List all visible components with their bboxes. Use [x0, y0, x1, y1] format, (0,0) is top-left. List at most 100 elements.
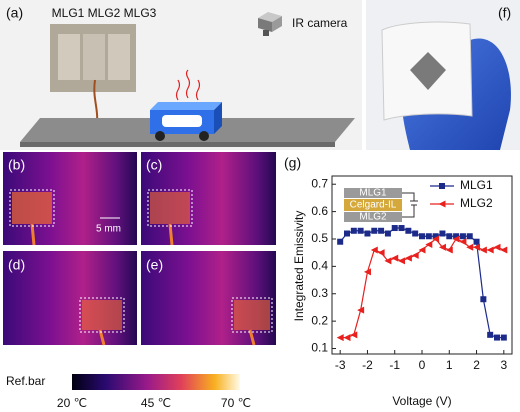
car-window [162, 115, 202, 127]
ir-hot [82, 300, 122, 330]
marker [378, 227, 385, 234]
x-tick-label: 2 [473, 358, 480, 372]
inset: MLG1 Celgard-IL MLG2 [344, 188, 418, 223]
marker [480, 296, 487, 303]
ir-hot [12, 192, 52, 224]
marker [391, 225, 398, 232]
marker [363, 268, 371, 276]
marker [405, 227, 412, 234]
legend-label: MLG2 [460, 196, 493, 210]
marker [384, 230, 391, 237]
ir-wire [30, 223, 36, 246]
sample-label: MLG2 [88, 6, 121, 20]
marker [425, 240, 433, 248]
series-line [340, 238, 505, 339]
camera [272, 16, 282, 32]
marker [404, 254, 412, 262]
film-mlg [410, 52, 446, 90]
marker [486, 246, 494, 254]
ir-image: (e) [141, 251, 276, 346]
camera [258, 12, 282, 22]
inset-label: MLG1 [359, 188, 387, 199]
ir-image: (c) [141, 152, 276, 246]
marker [412, 230, 419, 237]
track-edge [20, 142, 335, 147]
marker [370, 246, 378, 254]
panel-label: (c) [146, 157, 162, 173]
marker [446, 233, 453, 240]
dotted-box [231, 297, 273, 333]
marker [466, 233, 473, 240]
sample-label: MLG3 [124, 6, 157, 20]
marker [459, 238, 467, 246]
panel-label: (d) [8, 257, 25, 273]
sample-strip [108, 34, 130, 80]
marker [453, 233, 460, 240]
marker [445, 246, 453, 254]
marker [432, 235, 440, 243]
camera-label: IR camera [292, 16, 348, 30]
dotted-box [9, 189, 55, 227]
x-tick-label: 0 [419, 358, 426, 372]
marker [432, 233, 439, 240]
marker [357, 306, 365, 314]
marker [438, 200, 446, 208]
wheel [155, 131, 165, 141]
marker [350, 331, 358, 339]
marker [500, 246, 508, 254]
x-tick-label: -2 [362, 358, 373, 372]
marker [384, 257, 392, 265]
marker [493, 243, 501, 251]
ref-bar-label: 20 ℃ [57, 396, 87, 410]
marker [343, 334, 351, 342]
sample-strip [58, 34, 80, 80]
y-axis-label: Integrated Emissivity [292, 211, 306, 322]
legend-label: MLG1 [460, 178, 493, 192]
marker [419, 233, 425, 240]
ir-hot [150, 192, 190, 224]
ref-bar-title: Ref.bar [6, 374, 45, 388]
ir-wire [248, 329, 256, 346]
ir-wire [168, 223, 174, 246]
x-tick-label: -1 [389, 358, 400, 372]
ref-bar-label: 45 ℃ [141, 396, 171, 410]
inset-layer [344, 199, 402, 211]
ir-waves [175, 69, 201, 101]
inset-label: MLG2 [359, 212, 387, 223]
marker [398, 257, 406, 265]
panel-label: (e) [146, 257, 163, 273]
inset-circuit [402, 192, 418, 218]
marker [350, 227, 357, 234]
marker [473, 243, 481, 251]
marker [411, 251, 419, 259]
marker [336, 334, 344, 342]
car-side [214, 102, 222, 134]
marker [452, 235, 460, 243]
dotted-box [147, 189, 193, 227]
sample-label: MLG1 [52, 6, 85, 20]
marker [487, 331, 494, 338]
y-tick-label: 0.3 [311, 286, 328, 300]
inset-layer [344, 188, 402, 198]
marker [479, 246, 487, 254]
marker [364, 230, 371, 237]
sample-strip [83, 34, 105, 80]
marker [418, 246, 426, 254]
camera [258, 18, 272, 32]
ir-image: (b) 5 mm [3, 152, 137, 246]
marker [391, 254, 399, 262]
marker [344, 230, 350, 237]
y-tick-label: 0.6 [311, 204, 328, 218]
y-tick-label: 0.2 [311, 313, 328, 327]
ir-image: (d) [3, 251, 137, 346]
marker [371, 227, 378, 234]
ir-hot [234, 300, 270, 330]
x-tick-label: -3 [335, 358, 346, 372]
camera-lens [263, 30, 269, 36]
panel-label: (a) [6, 5, 23, 21]
y-tick-label: 0.4 [311, 259, 328, 273]
marker [438, 243, 446, 251]
marker [459, 233, 466, 240]
ref-bar-label: 70 ℃ [221, 396, 251, 410]
